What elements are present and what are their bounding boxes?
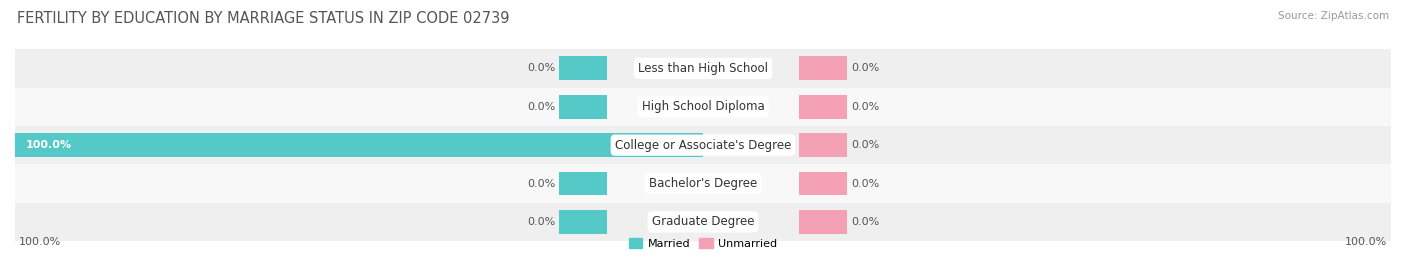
Text: FERTILITY BY EDUCATION BY MARRIAGE STATUS IN ZIP CODE 02739: FERTILITY BY EDUCATION BY MARRIAGE STATU… (17, 11, 509, 26)
Text: College or Associate's Degree: College or Associate's Degree (614, 139, 792, 152)
Bar (800, 172, 848, 195)
Bar (558, 172, 606, 195)
Text: High School Diploma: High School Diploma (641, 100, 765, 113)
Text: Source: ZipAtlas.com: Source: ZipAtlas.com (1278, 11, 1389, 21)
Bar (558, 56, 606, 80)
Text: 0.0%: 0.0% (851, 217, 879, 227)
Text: 0.0%: 0.0% (527, 63, 555, 73)
Text: 0.0%: 0.0% (851, 140, 879, 150)
Bar (15, 164, 1391, 203)
Bar (800, 95, 848, 119)
Bar (15, 88, 1391, 126)
Text: 100.0%: 100.0% (25, 140, 72, 150)
Text: 100.0%: 100.0% (18, 237, 60, 247)
Bar (15, 49, 1391, 88)
Text: 0.0%: 0.0% (851, 102, 879, 112)
Text: Graduate Degree: Graduate Degree (652, 215, 754, 228)
Text: Less than High School: Less than High School (638, 62, 768, 75)
Text: 0.0%: 0.0% (527, 217, 555, 227)
Text: 100.0%: 100.0% (1346, 237, 1388, 247)
Bar (15, 133, 703, 157)
Text: Bachelor's Degree: Bachelor's Degree (650, 177, 756, 190)
Legend: Married, Unmarried: Married, Unmarried (624, 233, 782, 253)
Bar (558, 95, 606, 119)
Bar (15, 203, 1391, 241)
Bar (800, 210, 848, 234)
Bar (800, 56, 848, 80)
Bar (558, 210, 606, 234)
Text: 0.0%: 0.0% (527, 102, 555, 112)
Text: 0.0%: 0.0% (527, 179, 555, 189)
Text: 0.0%: 0.0% (851, 63, 879, 73)
Text: 0.0%: 0.0% (851, 179, 879, 189)
Bar (15, 126, 1391, 164)
Bar (800, 133, 848, 157)
